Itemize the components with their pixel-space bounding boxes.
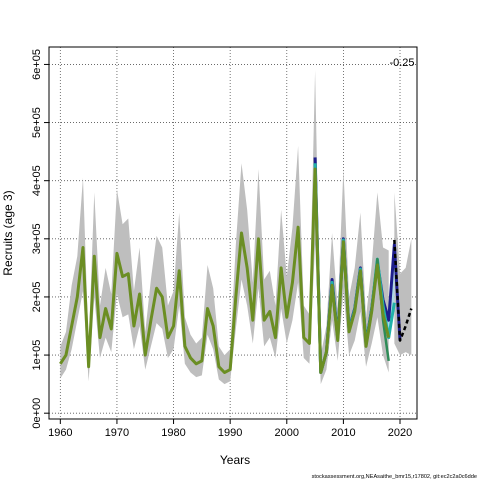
confidence-band-main — [60, 70, 389, 385]
x-tick-label: 1980 — [161, 427, 185, 439]
series-line-forecast — [393, 239, 413, 342]
x-tick-label: 2010 — [331, 427, 355, 439]
x-axis-label: Years — [220, 453, 250, 467]
series-line-layer — [59, 157, 413, 374]
x-tick-label: 1970 — [105, 427, 129, 439]
footer-source-label: stockassessment.org,NEAsaithe_bmr15,r178… — [312, 474, 477, 480]
y-tick-label: 3e+05 — [31, 223, 43, 254]
y-axis-label: Recruits (age 3) — [1, 190, 15, 275]
y-tick-label: 6e+05 — [31, 49, 43, 80]
y-tick-label: 5e+05 — [31, 107, 43, 138]
y-tick-label: 0e+00 — [31, 398, 43, 429]
x-tick-label: 2020 — [388, 427, 412, 439]
y-tick-label: 4e+05 — [31, 165, 43, 196]
y-tick-label: 1e+05 — [31, 340, 43, 371]
annotation-label: -0.25 — [389, 57, 414, 69]
x-tick-label: 1990 — [218, 427, 242, 439]
x-tick-label: 1960 — [48, 427, 72, 439]
series-line-main — [59, 167, 391, 374]
axis-layer: 1960 1970 1980 1990 2000 2010 2020 0e+00 1e+05 2e… — [31, 49, 412, 439]
plot-frame — [48, 46, 418, 420]
x-tick-label: 2000 — [275, 427, 299, 439]
y-tick-label: 2e+05 — [31, 281, 43, 312]
